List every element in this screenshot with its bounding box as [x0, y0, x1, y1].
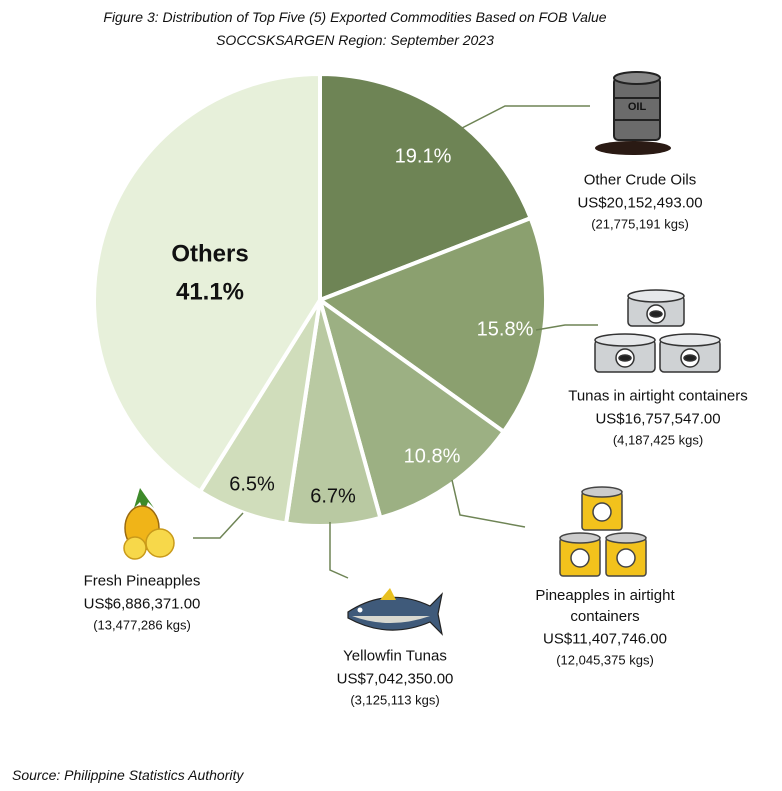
svg-text:OIL: OIL — [628, 101, 647, 113]
leader-line — [461, 105, 590, 129]
fob-value: US$16,757,547.00 — [595, 410, 721, 427]
pineapple-cans-icon — [559, 486, 647, 577]
commodity-name: Pineapples in airtight containers — [535, 587, 675, 625]
fob-value: US$7,042,350.00 — [336, 670, 454, 687]
commodity-name: Yellowfin Tunas — [343, 647, 447, 665]
fob-value: US$6,886,371.00 — [83, 595, 201, 612]
weight-kgs: (21,775,191 kgs) — [591, 216, 689, 231]
slice-value-label: 6.5% — [229, 473, 275, 495]
pie-slice — [318, 71, 534, 303]
weight-kgs: (12,045,375 kgs) — [556, 652, 654, 668]
commodity-name: Other Crude Oils — [583, 171, 697, 189]
weight-kgs: (4,187,425 kgs) — [612, 432, 704, 447]
oil-barrel-icon: OIL — [595, 71, 671, 155]
fob-value: US$20,152,493.00 — [577, 194, 703, 211]
slice-value-label: 10.8% — [404, 445, 461, 467]
chart-subtitle: SOCCSKSARGEN Region: September 2023 — [216, 32, 494, 48]
yellowfin-tuna-icon — [347, 588, 443, 636]
slice-value-label: 6.7% — [310, 485, 356, 507]
leader-line — [535, 324, 598, 331]
commodity-name: Tunas in airtight containers — [568, 387, 748, 405]
slice-category-label: Others — [171, 240, 248, 267]
commodity-name: Fresh Pineapples — [83, 572, 201, 590]
leader-line — [193, 512, 244, 539]
weight-kgs: (13,477,286 kgs) — [93, 617, 191, 632]
leader-line — [329, 522, 349, 579]
slice-value-label: 41.1% — [176, 278, 244, 305]
source-note: Source: Philippine Statistics Authority — [12, 767, 244, 783]
weight-kgs: (3,125,113 kgs) — [350, 692, 440, 707]
chart-title: Figure 3: Distribution of Top Five (5) E… — [103, 9, 607, 25]
fob-value: US$11,407,746.00 — [543, 630, 667, 648]
tuna-cans-icon — [594, 289, 721, 373]
slice-value-label: 15.8% — [477, 318, 534, 340]
slice-value-label: 19.1% — [395, 145, 452, 167]
leader-line — [451, 479, 526, 528]
pie-slice — [92, 71, 322, 495]
pineapple-icon — [123, 488, 175, 560]
